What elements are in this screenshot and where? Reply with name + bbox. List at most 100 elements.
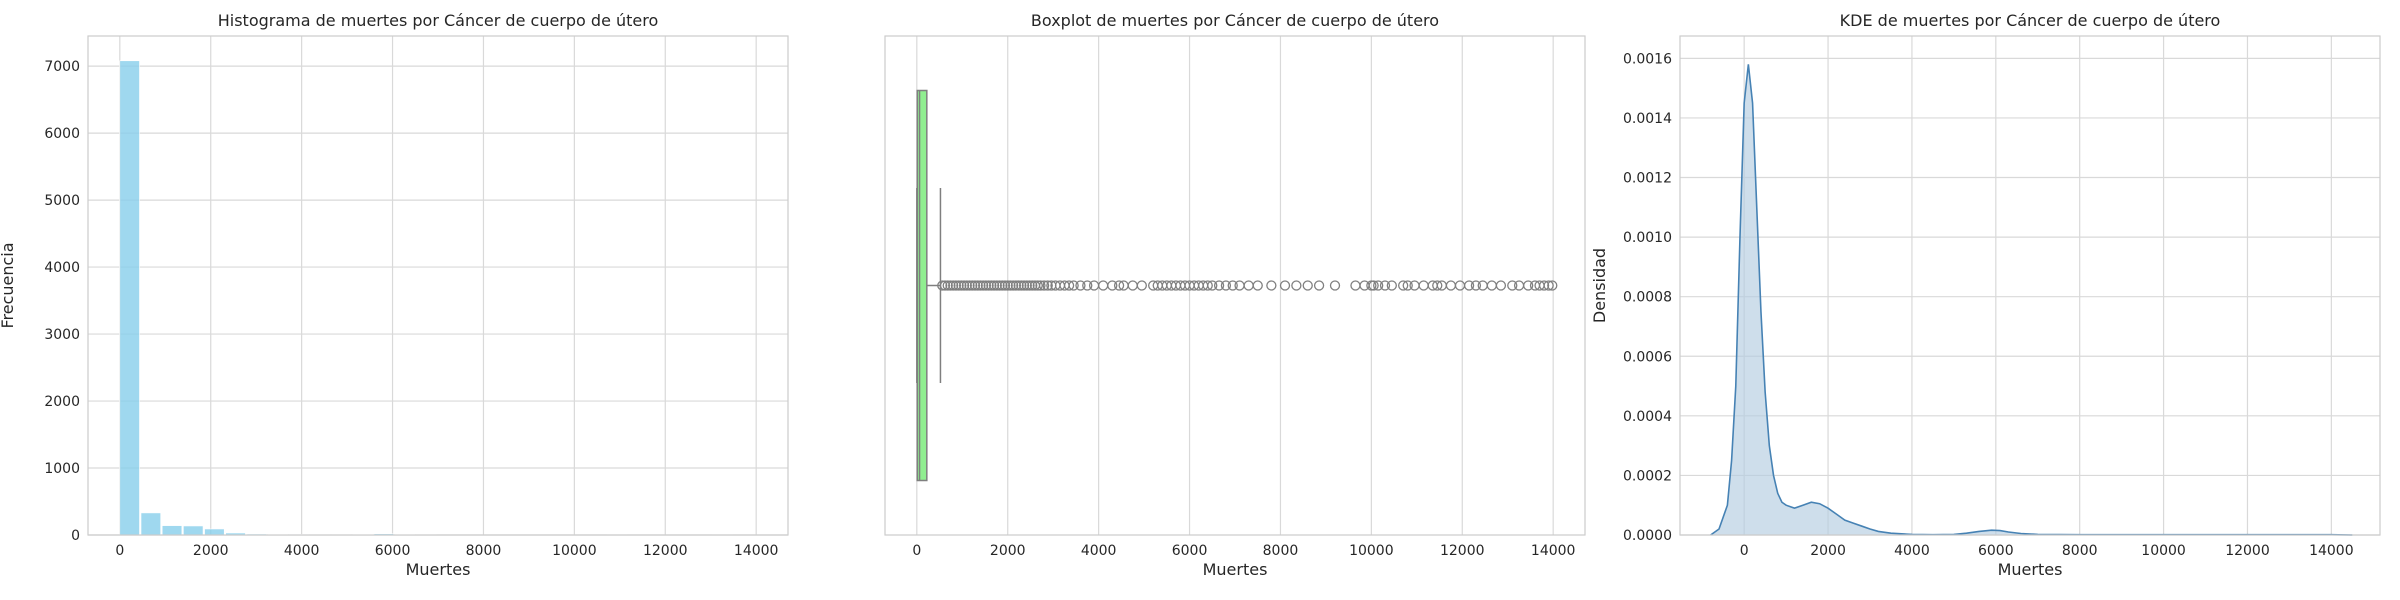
boxplot-outlier (1107, 280, 1118, 291)
boxplot-outlier (1279, 280, 1291, 291)
boxplot-outlier (1313, 280, 1325, 291)
y-tick-label: 0 (71, 528, 80, 544)
boxplot-outlier (1409, 280, 1420, 291)
y-tick-label: 5000 (44, 193, 80, 209)
boxplot-outlier (1136, 280, 1147, 291)
boxplot-outlier (969, 280, 981, 291)
y-tick-label: 0.0012 (1623, 171, 1672, 187)
boxplot-outlier (1513, 280, 1525, 291)
y-tick-label: 0.0004 (1623, 409, 1672, 425)
boxplot-outlier (1063, 280, 1075, 291)
boxplot-outlier (1266, 280, 1277, 291)
boxplot-outlier (1477, 280, 1488, 291)
x-tick-label: 8000 (466, 543, 502, 559)
x-tick-label: 12000 (643, 543, 688, 559)
x-tick-label: 6000 (1172, 543, 1208, 559)
x-tick-label: 2000 (990, 543, 1026, 559)
boxplot-outlier (986, 280, 997, 291)
histogram-bar (204, 528, 225, 536)
histogram-bar (119, 60, 140, 536)
histogram-bar (161, 525, 183, 536)
boxplot-outlier (1538, 280, 1550, 291)
y-tick-label: 0.0002 (1623, 468, 1672, 484)
boxplot-outlier (956, 280, 967, 291)
x-axis-label: Muertes (406, 560, 471, 579)
boxplot-outlier (999, 280, 1011, 291)
x-tick-label: 4000 (1894, 543, 1930, 559)
boxplot-box (916, 89, 928, 482)
boxplot-panel: 0 2000 4000 6000 8000 10000 12000 14000 Boxplot … (884, 11, 1586, 579)
boxplot-outlier (939, 280, 951, 291)
boxplot-outlier (1398, 280, 1409, 291)
boxplot-outlier (1379, 280, 1391, 291)
x-tick-label: 12000 (1440, 543, 1485, 559)
boxplot-outlier (1098, 280, 1109, 291)
boxplot-outlier (1445, 280, 1457, 291)
x-tick-label: 10000 (552, 543, 597, 559)
boxplot-outlier (1543, 280, 1554, 291)
boxplot-outlier (997, 280, 1008, 291)
boxplot-outlier (1463, 280, 1475, 291)
boxplot-outlier (958, 280, 970, 291)
histogram-bar (140, 512, 161, 536)
boxplot-outlier (994, 280, 1005, 291)
boxplot-outlier (983, 280, 994, 291)
boxplot-outlier (1002, 280, 1013, 291)
boxplot-outlier (1010, 280, 1022, 291)
boxplot-outlier (1302, 280, 1313, 291)
boxplot-outlier (1470, 280, 1482, 291)
boxplot-outlier (1252, 280, 1263, 291)
x-tick-label: 6000 (1978, 543, 2014, 559)
x-tick-label: 12000 (2225, 543, 2270, 559)
y-tick-label: 0.0014 (1623, 111, 1672, 127)
boxplot-outlier (1234, 280, 1245, 291)
y-tick-label: 4000 (44, 260, 80, 276)
boxplot-outlier (1373, 280, 1384, 291)
y-tick-label: 6000 (44, 126, 80, 142)
boxplot-outlier (1127, 280, 1138, 291)
boxplot-outlier (1523, 280, 1534, 291)
y-tick-label: 0.0000 (1623, 528, 1672, 544)
x-tick-label: 10000 (1349, 543, 1394, 559)
boxplot-outlier (1350, 280, 1361, 291)
histogram-bar (183, 525, 204, 536)
boxplot-outlier (1024, 280, 1035, 291)
boxplot-outlier (953, 280, 964, 291)
x-tick-label: 6000 (375, 543, 411, 559)
x-tick-label: 4000 (1081, 543, 1117, 559)
axes-frame (884, 35, 1586, 536)
y-tick-label: 7000 (44, 59, 80, 75)
boxplot-outlier (1008, 280, 1019, 291)
axes-frame (1679, 35, 2381, 536)
boxplot-outlier (937, 280, 948, 291)
x-tick-label: 8000 (1263, 543, 1299, 559)
y-tick-label: 1000 (44, 461, 80, 477)
y-axis-label: Frecuencia (0, 242, 17, 328)
boxplot-outlier (978, 280, 989, 291)
boxplot-outlier (1402, 280, 1413, 291)
boxplot-outlier (1202, 280, 1213, 291)
boxplot-outlier (1454, 280, 1466, 291)
y-tick-label: 0.0010 (1623, 230, 1672, 246)
boxplot-outlier (1035, 280, 1046, 291)
boxplot-outlier (972, 280, 983, 291)
boxplot-outlier (975, 280, 986, 291)
boxplot-outlier (967, 280, 978, 291)
y-tick-label: 3000 (44, 327, 80, 343)
boxplot-outlier (1507, 280, 1518, 291)
x-tick-label: 8000 (2062, 543, 2098, 559)
x-tick-label: 14000 (734, 543, 779, 559)
boxplot-outlier (1088, 280, 1100, 291)
boxplot-outlier (1220, 280, 1232, 291)
boxplot-outlier (1042, 280, 1053, 291)
boxplot-outlier (948, 280, 959, 291)
boxplot-outlier (1082, 280, 1093, 291)
boxplot-outlier (1495, 280, 1507, 291)
x-axis-label: Muertes (1203, 560, 1268, 579)
boxplot-outlier (1329, 280, 1341, 291)
boxplot-outlier (1068, 280, 1079, 291)
boxplot-outlier (980, 280, 992, 291)
x-tick-label: 10000 (2141, 543, 2186, 559)
boxplot-outlier (1013, 280, 1024, 291)
boxplot-outlier (961, 280, 972, 291)
